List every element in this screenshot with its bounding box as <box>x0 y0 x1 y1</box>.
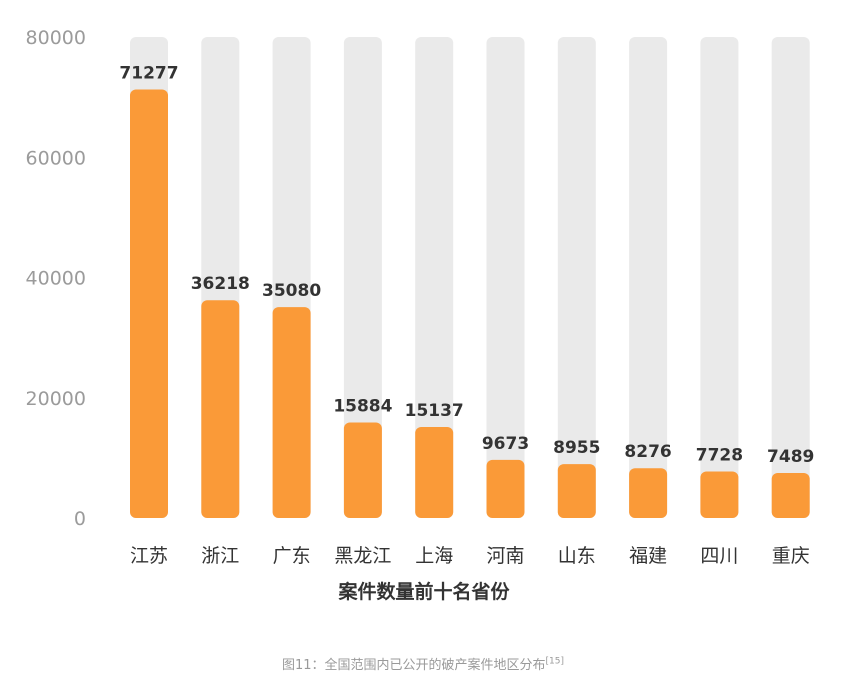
caption-reference: [15] <box>545 656 565 667</box>
x-tick-label: 四川 <box>700 545 738 567</box>
x-tick-label: 福建 <box>629 545 667 567</box>
x-tick-label: 上海 <box>415 545 453 567</box>
bars <box>130 89 810 519</box>
bar-track <box>700 37 739 518</box>
x-tick-label: 江苏 <box>130 545 168 567</box>
bar <box>700 471 739 518</box>
data-label: 71277 <box>119 63 178 83</box>
bar <box>415 426 454 518</box>
y-tick-label: 0 <box>74 508 86 530</box>
bar-track <box>343 37 382 518</box>
x-tick-label: 浙江 <box>201 545 239 567</box>
y-tick-label: 40000 <box>26 268 86 290</box>
bar-track <box>557 37 596 518</box>
data-label: 8276 <box>624 442 671 462</box>
data-label: 15884 <box>333 396 392 416</box>
bar <box>486 459 525 518</box>
data-label: 35080 <box>262 281 321 301</box>
bar-track <box>629 37 668 518</box>
category-labels: 江苏 浙江 广东 黑龙江 上海 河南 山东 福建 四川 重庆 <box>130 545 810 567</box>
bar-track <box>486 37 525 518</box>
y-tick-label: 20000 <box>26 388 86 410</box>
y-tick-label: 80000 <box>26 27 86 49</box>
x-tick-label: 广东 <box>273 545 311 567</box>
y-tick-label: 60000 <box>26 147 86 169</box>
data-label: 7489 <box>767 447 814 467</box>
x-tick-label: 黑龙江 <box>334 545 391 567</box>
data-label: 7728 <box>696 446 743 466</box>
data-label: 15137 <box>405 401 464 421</box>
bar <box>343 422 382 518</box>
bar <box>557 464 596 518</box>
bar <box>629 468 668 518</box>
data-label: 36218 <box>191 274 250 294</box>
data-label: 9673 <box>482 434 529 454</box>
x-tick-label: 河南 <box>486 545 524 567</box>
data-label: 8955 <box>553 438 600 458</box>
bar <box>201 300 240 518</box>
x-tick-label: 山东 <box>558 545 596 567</box>
bar <box>272 307 311 518</box>
x-axis-title: 案件数量前十名省份 <box>337 580 510 603</box>
bar <box>130 89 168 519</box>
value-labels: 71277 36218 35080 15884 15137 9673 8955 8276 772… <box>119 63 814 467</box>
bar-track <box>415 37 454 518</box>
bar-track <box>771 37 810 518</box>
x-tick-label: 重庆 <box>772 545 810 567</box>
bar <box>771 472 810 518</box>
figure-caption: 图11：全国范围内已公开的破产案件地区分布[15] <box>0 654 846 673</box>
y-axis-ticks: 0 20000 40000 60000 80000 <box>26 27 86 530</box>
caption-text: 图11：全国范围内已公开的破产案件地区分布 <box>281 658 546 673</box>
bar-tracks <box>130 37 810 518</box>
